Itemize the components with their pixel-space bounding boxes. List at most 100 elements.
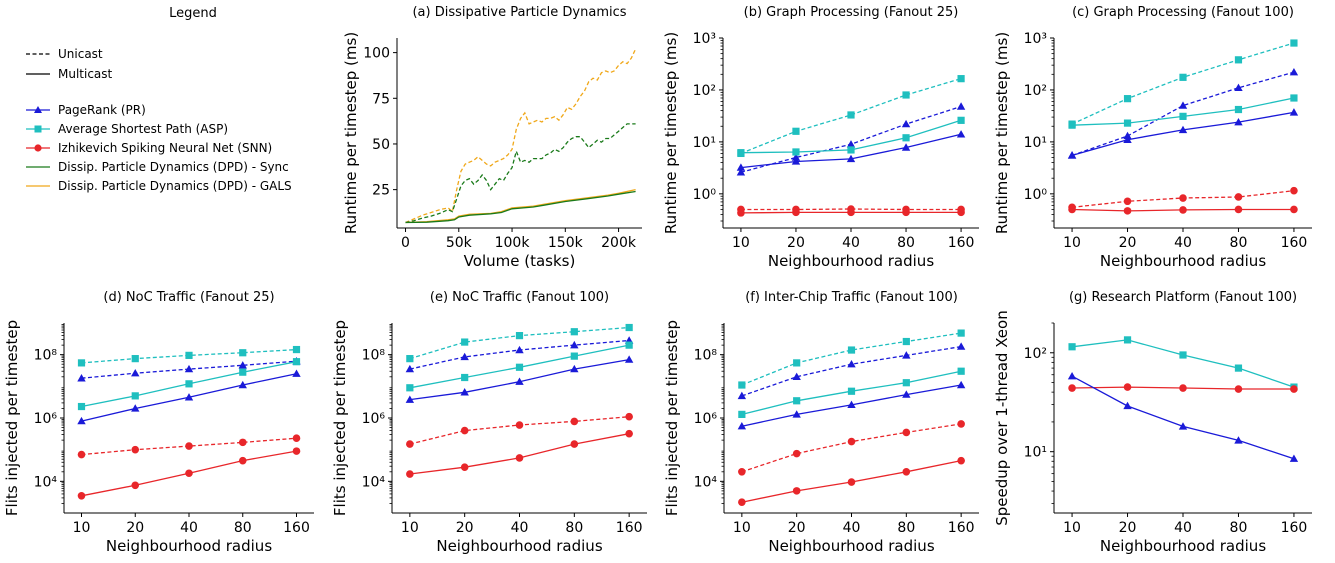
data-point (847, 387, 856, 395)
data-point (625, 341, 633, 349)
data-point (847, 111, 855, 119)
y-tick-label: 10⁶ (34, 411, 58, 427)
panel-d-ylabel: Flits injected per timestep (3, 320, 21, 516)
data-point (570, 417, 579, 426)
data-point (292, 358, 301, 366)
panel-e-series-pr-multicast (405, 355, 634, 403)
panel-e-xlabel: Neighbourhood radius (436, 537, 602, 555)
panel-g-x-ticks: 10 20 40 80 160 (1063, 513, 1307, 536)
panel-f-series-pr-multicast (737, 380, 966, 430)
panel-c-y-ticks: 10⁰ 10¹ 10² 10³ (1024, 31, 1054, 222)
panel-d-series-asp-unicast (77, 345, 301, 367)
data-point (238, 438, 247, 447)
panel-e-ylabel: Flits injected per timestep (331, 320, 349, 516)
panel-b-y-ticks: 10⁰ 10¹ 10² 10³ (693, 31, 723, 222)
legend-asp-label: Average Shortest Path (ASP) (58, 122, 228, 136)
data-point (515, 421, 524, 429)
legend-entry-pagerank: PageRank (PR) (26, 103, 146, 117)
data-point (957, 75, 965, 83)
data-point (570, 328, 578, 336)
legend-dpd-gals-label: Dissip. Particle Dynamics (DPD) - GALS (58, 179, 292, 193)
panel-g-y-ticks: 10¹ 10² (1024, 322, 1054, 504)
data-point (292, 369, 301, 377)
y-tick-label: 10² (1024, 83, 1047, 99)
data-point (1234, 105, 1243, 114)
data-point (792, 148, 800, 156)
panel-g: (g) Research Platform (Fanout 100) 10 20 40… (993, 290, 1312, 555)
panel-f-series-snn-multicast (738, 456, 965, 506)
x-tick-label: 160 (616, 520, 643, 536)
panel-f: (f) Inter-Chip Traffic (Fanout 100) 10 20 4… (663, 290, 979, 555)
x-tick-label: 20 (787, 235, 805, 251)
series-line (1071, 71, 1295, 157)
panel-e-title: (e) NoC Traffic (Fanout 100) (430, 290, 609, 305)
data-point (1178, 422, 1188, 430)
data-point (738, 468, 746, 476)
data-point (847, 359, 856, 368)
y-tick-label: 10⁸ (362, 348, 386, 364)
panel-f-y-ticks: 10⁴ 10⁶ 10⁸ (694, 324, 724, 504)
panel-g-xlabel: Neighbourhood radius (1100, 537, 1266, 555)
data-point (1234, 385, 1243, 393)
y-tick-label: 10⁰ (1024, 187, 1048, 203)
data-point (625, 412, 633, 421)
data-point (515, 345, 524, 354)
series-line (1071, 42, 1295, 125)
data-point (847, 437, 856, 446)
data-point (77, 374, 86, 382)
data-point (957, 420, 965, 428)
panel-a-title: (a) Dissipative Particle Dynamics (412, 5, 626, 20)
series-line (405, 48, 637, 224)
data-point (1234, 364, 1243, 372)
x-tick-label: 80 (1230, 520, 1248, 536)
panel-d-series-snn-unicast (77, 434, 301, 459)
data-point (1123, 119, 1132, 127)
data-point (406, 470, 414, 478)
panel-c-ylabel: Runtime per timestep (ms) (993, 32, 1011, 234)
data-point (737, 209, 745, 217)
data-point (847, 478, 856, 486)
data-point (846, 140, 856, 148)
data-point (515, 454, 524, 462)
data-point (405, 364, 415, 373)
data-point (292, 345, 301, 354)
data-point (902, 337, 910, 346)
panel-b-series-snn-multicast (737, 208, 965, 217)
panel-f-series-pr-unicast (737, 342, 966, 400)
data-point (238, 380, 247, 389)
data-point (1290, 186, 1298, 195)
data-point (515, 332, 524, 340)
data-point (185, 442, 193, 450)
x-tick-label: 100k (495, 235, 531, 251)
data-point (1068, 121, 1076, 129)
data-point (1179, 384, 1187, 392)
panel-e-x-ticks: 10 20 40 80 160 (401, 513, 643, 536)
data-point (957, 456, 965, 465)
x-tick-label: 160 (1281, 520, 1308, 536)
legend-multicast-label: Multicast (58, 67, 113, 81)
data-point (901, 119, 911, 128)
data-point (1123, 131, 1132, 140)
panel-a-x-ticks: 0 50k 100k 150k 200k (401, 228, 637, 251)
y-tick-label: 10¹ (693, 135, 716, 151)
data-point (956, 342, 966, 350)
data-point (1178, 101, 1188, 109)
data-point (1179, 206, 1187, 214)
data-point (1179, 112, 1187, 120)
x-tick-label: 40 (842, 235, 860, 251)
data-point (736, 168, 746, 176)
data-point (461, 338, 469, 346)
data-point (902, 390, 911, 398)
panel-c: (c) Graph Processing (Fanout 100) 10 20 40 8… (993, 5, 1312, 270)
data-point (902, 468, 911, 476)
data-point (1289, 67, 1299, 76)
data-point (957, 116, 965, 124)
legend-entry-multicast: Multicast (26, 67, 113, 81)
legend-entry-asp: Average Shortest Path (ASP) (26, 122, 228, 136)
panel-e-series-asp-multicast (406, 341, 633, 392)
x-tick-label: 0 (401, 235, 410, 251)
data-point (570, 352, 578, 360)
x-tick-label: 80 (897, 520, 915, 536)
panel-a-ylabel: Runtime per timestep (ms) (342, 32, 360, 234)
y-tick-label: 25 (372, 183, 390, 199)
